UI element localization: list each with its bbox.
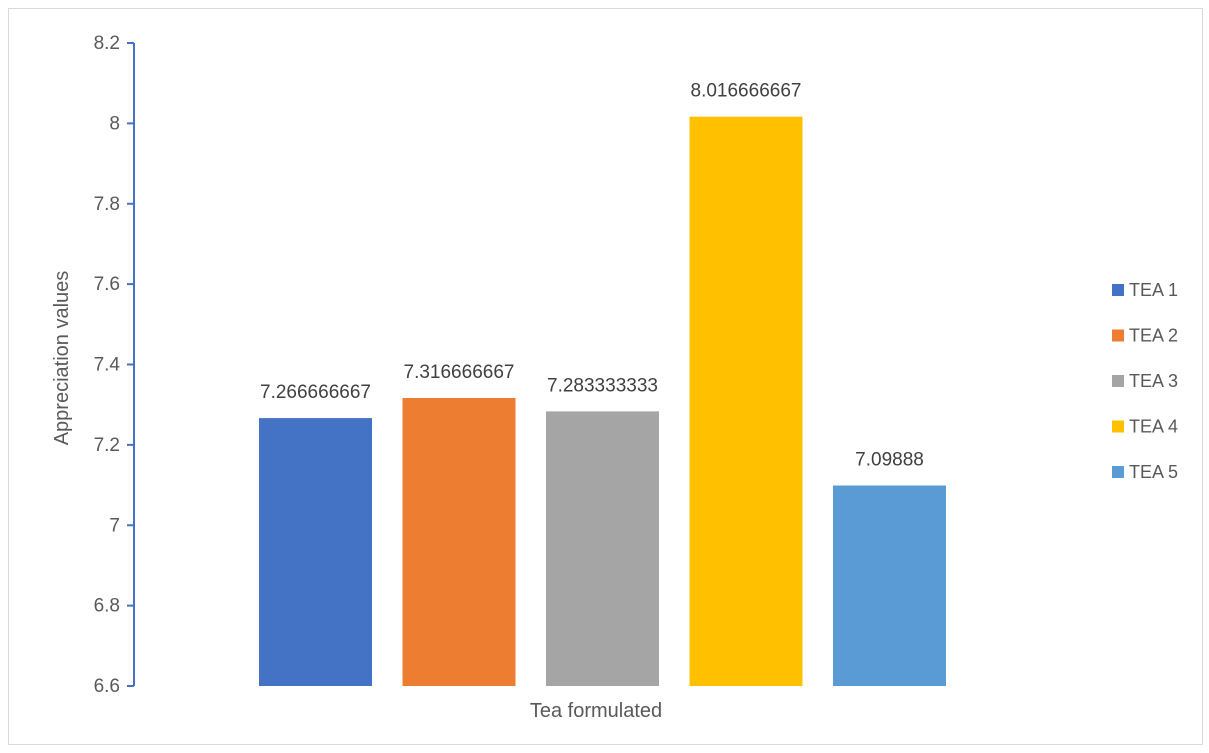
y-tick-label: 6.8 [94,596,120,617]
bar-tea-4 [689,116,803,687]
bar-tea-2 [402,397,516,686]
legend-swatch [1112,420,1124,433]
y-tick-label: 7 [109,515,120,536]
legend-label: TEA 2 [1129,326,1178,346]
legend-label: TEA 3 [1129,371,1178,391]
data-label: 7.266666667 [260,382,371,403]
y-tick-label: 7.4 [94,355,121,376]
chart-area: 6.6 6.8 7 7.2 7.4 7.6 7.8 8 8.2 7.266666667 7.316… [8,8,1203,745]
y-axis: 6.6 6.8 7 7.2 7.4 7.6 7.8 8 8.2 [94,33,135,697]
legend-swatch [1112,329,1124,342]
y-axis-title: Appreciation values [51,271,73,446]
legend-label: TEA 5 [1129,462,1178,482]
y-tick-label: 7.2 [94,435,120,456]
y-tick-label: 6.6 [94,676,120,697]
data-label: 8.016666667 [691,81,802,102]
data-label: 7.283333333 [547,375,658,396]
y-tick-label: 8 [109,113,120,134]
data-label: 7.316666667 [404,362,515,383]
y-tick-label: 8.2 [94,33,120,54]
x-axis-title: Tea formulated [530,700,662,722]
legend-label: TEA 4 [1129,417,1178,437]
data-label: 7.09888 [855,450,924,471]
legend: TEA 1 TEA 2 TEA 3 TEA 4 TEA 5 [1112,280,1178,482]
legend-label: TEA 1 [1129,280,1178,300]
bar-chart: 6.6 6.8 7 7.2 7.4 7.6 7.8 8 8.2 7.266666667 7.316… [51,33,1178,722]
y-tick-label: 7.8 [94,194,120,215]
data-labels: 7.266666667 7.316666667 7.283333333 8.01666… [260,81,924,471]
legend-swatch [1112,466,1124,478]
y-tick-label: 7.6 [94,274,120,295]
bar-tea-1 [259,418,372,686]
legend-swatch [1112,375,1124,387]
bar-tea-5 [833,485,946,686]
bars [259,116,946,687]
bar-tea-3 [546,411,659,686]
legend-swatch [1112,284,1124,296]
